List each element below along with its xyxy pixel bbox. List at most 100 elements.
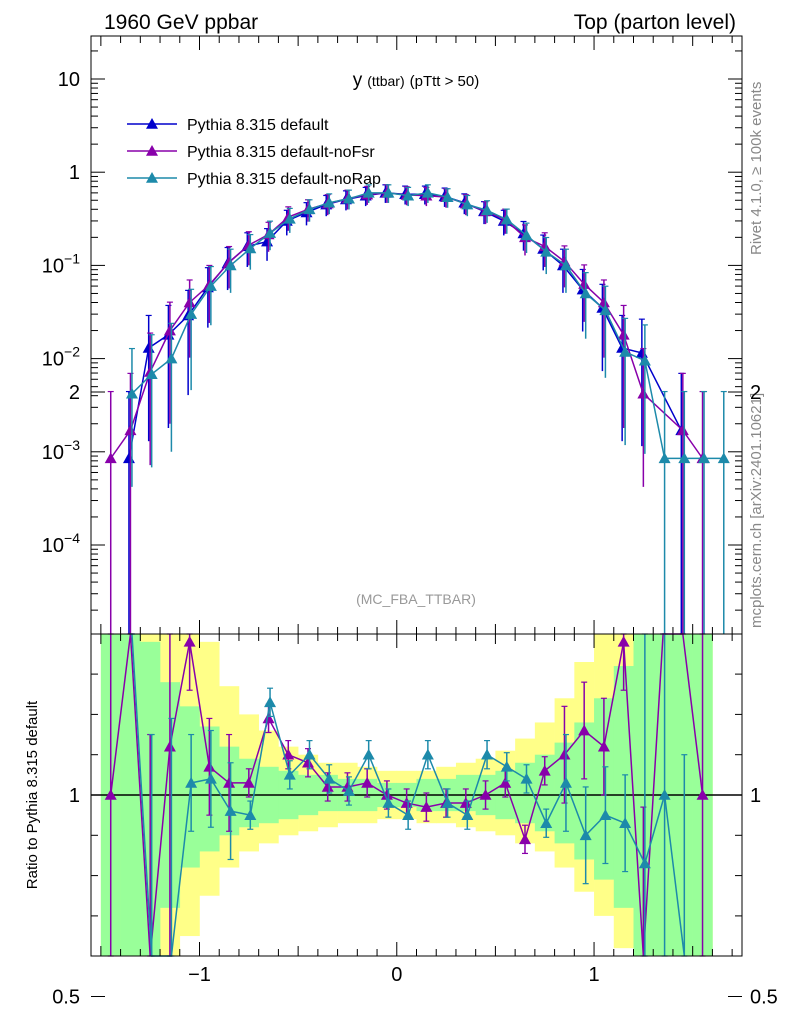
data-point <box>163 324 176 336</box>
data-point <box>658 452 671 464</box>
data-point <box>342 192 355 204</box>
data-point <box>421 186 434 198</box>
header-left: 1960 GeV ppbar <box>104 11 258 34</box>
data-point <box>125 387 138 399</box>
data-point <box>461 198 474 210</box>
data-point <box>165 352 178 364</box>
data-point <box>402 189 415 201</box>
data-point <box>619 345 632 357</box>
legend-label: Pythia 8.315 default <box>187 117 329 134</box>
ratio-point <box>461 809 474 820</box>
ratio-y-tick-label: 0.5 <box>52 987 80 1009</box>
ratio-point <box>421 748 434 760</box>
data-point <box>559 259 572 271</box>
ratio-point <box>500 760 513 772</box>
plot-title-main: y <box>353 70 363 91</box>
ratio-point <box>204 772 217 784</box>
legend-marker <box>146 118 158 129</box>
ratio-point <box>402 809 415 820</box>
data-point <box>244 242 257 254</box>
watermark: (MC_FBA_TTBAR) <box>356 591 476 607</box>
data-point <box>362 186 375 198</box>
data-point <box>500 213 513 225</box>
ratio-point <box>479 789 492 800</box>
data-point <box>540 245 553 257</box>
ratio-panel-ticks: 2 2 1 1 0.5 0.5 −1 0 1 <box>52 382 778 1009</box>
plot-title-sub: (ttbar) <box>367 73 404 89</box>
ratio-y-tick-label-right: 0.5 <box>750 987 778 1009</box>
mcplots-label: mcplots.cern.ch [arXiv:2401.10621] <box>748 393 765 628</box>
data-point <box>382 186 395 198</box>
ratio-point <box>104 789 117 800</box>
ratio-point <box>578 724 591 736</box>
data-point <box>104 452 117 464</box>
ratio-point <box>638 857 651 869</box>
ratio-point <box>362 748 375 760</box>
plot-title: y (ttbar) (pTtt > 50) <box>353 70 479 91</box>
ratio-point <box>361 776 374 788</box>
data-point <box>323 196 336 208</box>
x-tick-label: 1 <box>588 964 599 986</box>
data-point <box>579 287 592 299</box>
ratio-point <box>597 740 610 752</box>
y-tick-exponent: −2 <box>64 344 80 360</box>
data-point <box>183 296 196 308</box>
ratio-point <box>579 829 592 841</box>
ratio-point <box>558 748 571 760</box>
ratio-point <box>520 772 533 784</box>
ratio-point <box>499 776 512 788</box>
data-point <box>599 304 612 316</box>
ratio-ylabel: Ratio to Pythia 8.315 default <box>24 700 41 889</box>
legend-marker <box>146 172 158 183</box>
ratio-point <box>283 768 296 780</box>
legend-label: Pythia 8.315 default-noRap <box>187 171 381 188</box>
data-point <box>638 354 651 366</box>
ratio-point <box>183 635 196 647</box>
ratio-point <box>302 756 314 768</box>
rivet-label: Rivet 4.1.0, ≥ 100k events <box>748 82 765 255</box>
ratio-point <box>441 797 454 808</box>
data-point <box>264 227 277 238</box>
ratio-point <box>185 776 198 788</box>
ratio-point <box>481 748 494 760</box>
ratio-point <box>321 780 334 792</box>
x-tick-label: −1 <box>188 964 211 986</box>
ratio-point <box>559 776 572 788</box>
data-point <box>441 191 454 202</box>
data-point <box>204 280 217 291</box>
ratio-point <box>400 797 413 808</box>
y-tick-exponent: −4 <box>64 530 80 546</box>
data-point <box>676 424 689 436</box>
ratio-point <box>599 809 612 820</box>
ratio-point <box>540 817 553 829</box>
ratio-point <box>519 833 531 845</box>
data-point <box>185 308 198 319</box>
ratio-y-tick-label: 2 <box>69 382 80 404</box>
data-point <box>481 204 494 216</box>
ratio-y-tick-label: 1 <box>69 785 80 807</box>
data-point <box>520 229 533 241</box>
ratio-point <box>242 776 255 788</box>
ratio-point <box>163 740 176 752</box>
y-tick-exponent: −1 <box>64 250 80 266</box>
y-tick-label: 1 <box>69 162 80 184</box>
ratio-point <box>264 696 277 708</box>
legend: Pythia 8.315 default Pythia 8.315 default… <box>127 117 381 188</box>
legend-marker <box>146 145 158 156</box>
data-point <box>678 452 691 464</box>
ratio-point <box>696 789 709 800</box>
data-point <box>717 452 730 464</box>
ratio-point <box>303 748 316 760</box>
plot-title-cond: (pTtt > 50) <box>410 73 480 90</box>
y-tick-label: 10−4 <box>42 530 80 557</box>
x-tick-label: 0 <box>391 964 402 986</box>
data-point <box>637 387 650 399</box>
data-point <box>698 452 711 464</box>
header-right: Top (parton level) <box>574 11 736 34</box>
ratio-point <box>262 712 275 724</box>
ratio-point <box>619 817 632 829</box>
data-point <box>145 368 158 380</box>
data-point <box>224 259 237 271</box>
